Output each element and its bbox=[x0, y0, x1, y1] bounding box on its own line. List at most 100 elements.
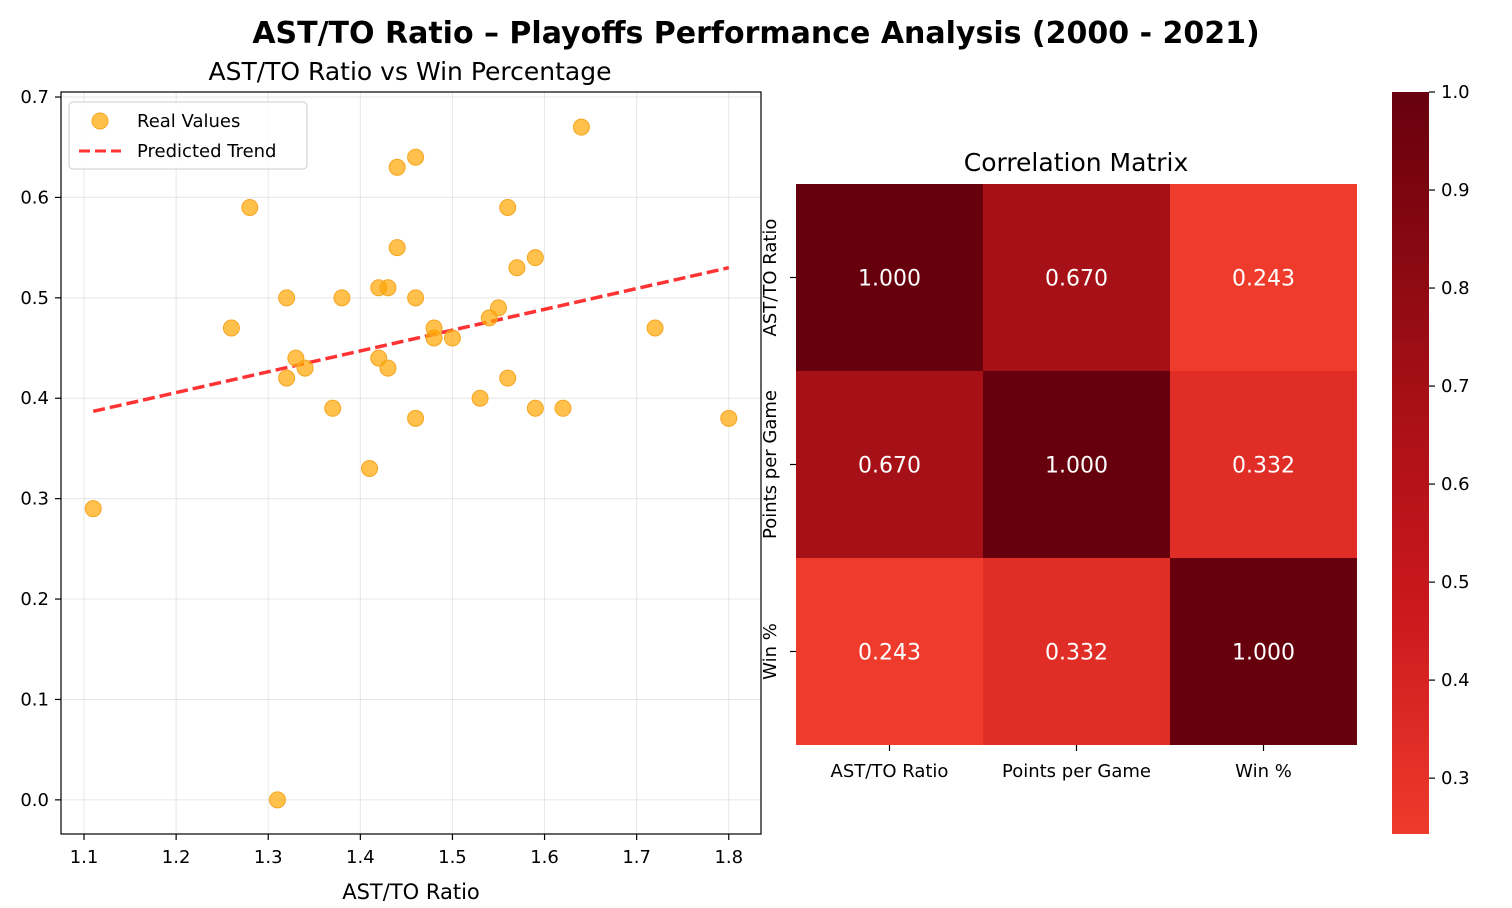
scatter-point bbox=[471, 389, 489, 407]
scatter-point bbox=[526, 399, 544, 417]
heatmap-cell-value: 0.670 bbox=[1045, 267, 1108, 292]
heatmap-cell-value: 1.000 bbox=[1232, 641, 1295, 666]
scatter-point bbox=[241, 198, 259, 216]
scatter-title: AST/TO Ratio vs Win Percentage bbox=[208, 57, 611, 86]
legend-frame bbox=[68, 101, 308, 170]
predicted-trend-line bbox=[92, 266, 730, 413]
scatter-panel: AST/TO Ratio vs Win Percentage 1.1 1.2 1.3… bbox=[20, 57, 762, 904]
heatmap-x-tick-label: Win % bbox=[1235, 761, 1292, 782]
heatmap-cell bbox=[796, 371, 983, 558]
colorbar-tick-label: 0.5 bbox=[1441, 572, 1470, 593]
legend-label-predicted-trend: Predicted Trend bbox=[137, 141, 276, 162]
scatter-point bbox=[554, 399, 572, 417]
scatter-point bbox=[388, 239, 406, 257]
heatmap-cell-value: 0.332 bbox=[1045, 641, 1108, 666]
scatter-point bbox=[296, 359, 314, 377]
scatter-point bbox=[407, 289, 425, 307]
y-tick-label: 0.2 bbox=[20, 589, 49, 610]
heatmap-cell bbox=[1170, 371, 1357, 558]
scatter-point bbox=[572, 118, 590, 136]
heatmap-cell-value: 0.332 bbox=[1232, 454, 1295, 479]
scatter-point bbox=[278, 369, 296, 387]
scatter-point bbox=[407, 148, 425, 166]
colorbar-tick-label: 0.8 bbox=[1441, 278, 1470, 299]
scatter-point bbox=[222, 319, 240, 337]
scatter-x-label: AST/TO Ratio bbox=[342, 880, 480, 904]
scatter-x-ticks: 1.1 1.2 1.3 1.4 1.5 1.6 1.7 1.8 bbox=[70, 834, 743, 868]
scatter-point bbox=[388, 158, 406, 176]
scatter-point bbox=[268, 791, 286, 809]
colorbar-tick-label: 1.0 bbox=[1441, 82, 1470, 103]
heatmap-cell-value: 1.000 bbox=[858, 267, 921, 292]
heatmap-cell bbox=[983, 184, 1170, 371]
legend-label-real-values: Real Values bbox=[137, 111, 240, 132]
scatter-point bbox=[278, 289, 296, 307]
heatmap-cell-value: 0.670 bbox=[858, 454, 921, 479]
scatter-y-ticks: 0.0 0.1 0.2 0.3 0.4 0.5 0.6 0.7 bbox=[20, 87, 61, 811]
scatter-point bbox=[84, 500, 102, 518]
heatmap-cell-value: 1.000 bbox=[1045, 454, 1108, 479]
colorbar-tick-label: 0.7 bbox=[1441, 376, 1470, 397]
y-tick-label: 0.7 bbox=[20, 87, 49, 108]
scatter-point bbox=[324, 399, 342, 417]
scatter-axes-frame bbox=[60, 91, 762, 835]
heatmap-cell bbox=[1170, 558, 1357, 745]
heatmap-y-ticks: AST/TO Ratio Points per Game Win % bbox=[760, 219, 796, 680]
scatter-point bbox=[646, 319, 664, 337]
y-tick-label: 0.6 bbox=[20, 187, 49, 208]
heatmap-cell bbox=[983, 558, 1170, 745]
scatter-point bbox=[526, 249, 544, 267]
colorbar-tick-label: 0.6 bbox=[1441, 474, 1470, 495]
x-tick-label: 1.7 bbox=[622, 847, 651, 868]
y-tick-label: 0.4 bbox=[20, 388, 49, 409]
scatter-point bbox=[490, 299, 507, 317]
heatmap-x-ticks: AST/TO Ratio Points per Game Win % bbox=[831, 745, 1292, 782]
scatter-point bbox=[508, 259, 526, 277]
y-tick-label: 0.3 bbox=[20, 489, 49, 510]
y-tick-label: 0.5 bbox=[20, 288, 49, 309]
heatmap-x-tick-label: AST/TO Ratio bbox=[831, 761, 949, 782]
heatmap-y-tick-label: Win % bbox=[760, 623, 781, 680]
x-tick-label: 1.2 bbox=[162, 847, 191, 868]
scatter-point bbox=[379, 359, 397, 377]
heatmap-cell bbox=[983, 371, 1170, 558]
x-tick-label: 1.1 bbox=[70, 847, 99, 868]
scatter-point bbox=[499, 369, 517, 387]
scatter-point bbox=[720, 409, 738, 427]
scatter-point bbox=[361, 460, 379, 478]
heatmap-x-tick-label: Points per Game bbox=[1002, 761, 1151, 782]
heatmap-y-tick-label: AST/TO Ratio bbox=[760, 219, 781, 337]
heatmap-y-tick-label: Points per Game bbox=[760, 390, 781, 539]
colorbar-tick-label: 0.4 bbox=[1441, 670, 1470, 691]
scatter-trend bbox=[92, 266, 730, 413]
y-tick-label: 0.0 bbox=[20, 790, 49, 811]
scatter-legend: Real Values Predicted Trend bbox=[68, 101, 308, 170]
scatter-point bbox=[499, 198, 517, 216]
figure-title: AST/TO Ratio – Playoffs Performance Anal… bbox=[252, 16, 1259, 51]
heatmap-cells: 1.000 0.670 0.243 0.670 1.000 0.332 0.243 0.332… bbox=[796, 184, 1357, 745]
scatter-point bbox=[333, 289, 351, 307]
x-tick-label: 1.8 bbox=[714, 847, 743, 868]
colorbar-tick-label: 0.9 bbox=[1441, 180, 1470, 201]
x-tick-label: 1.3 bbox=[254, 847, 283, 868]
colorbar: 0.3 0.4 0.5 0.6 0.7 0.8 0.9 1.0 bbox=[1392, 82, 1470, 834]
colorbar-ticks: 0.3 0.4 0.5 0.6 0.7 0.8 0.9 1.0 bbox=[1429, 82, 1470, 789]
heatmap-cell bbox=[796, 558, 983, 745]
scatter-point bbox=[425, 319, 443, 337]
legend-marker-real-values bbox=[91, 112, 109, 130]
y-tick-label: 0.1 bbox=[20, 689, 49, 710]
heatmap-cell bbox=[1170, 184, 1357, 371]
x-tick-label: 1.4 bbox=[346, 847, 375, 868]
x-tick-label: 1.6 bbox=[530, 847, 559, 868]
scatter-point bbox=[443, 329, 461, 347]
heatmap-cell-value: 0.243 bbox=[1232, 267, 1295, 292]
heatmap-title: Correlation Matrix bbox=[964, 148, 1189, 177]
scatter-point bbox=[379, 279, 397, 297]
scatter-point bbox=[407, 409, 425, 427]
scatter-points bbox=[84, 118, 738, 809]
colorbar-tick-label: 0.3 bbox=[1441, 768, 1470, 789]
scatter-grid bbox=[61, 92, 761, 834]
heatmap-cell-value: 0.243 bbox=[858, 641, 921, 666]
